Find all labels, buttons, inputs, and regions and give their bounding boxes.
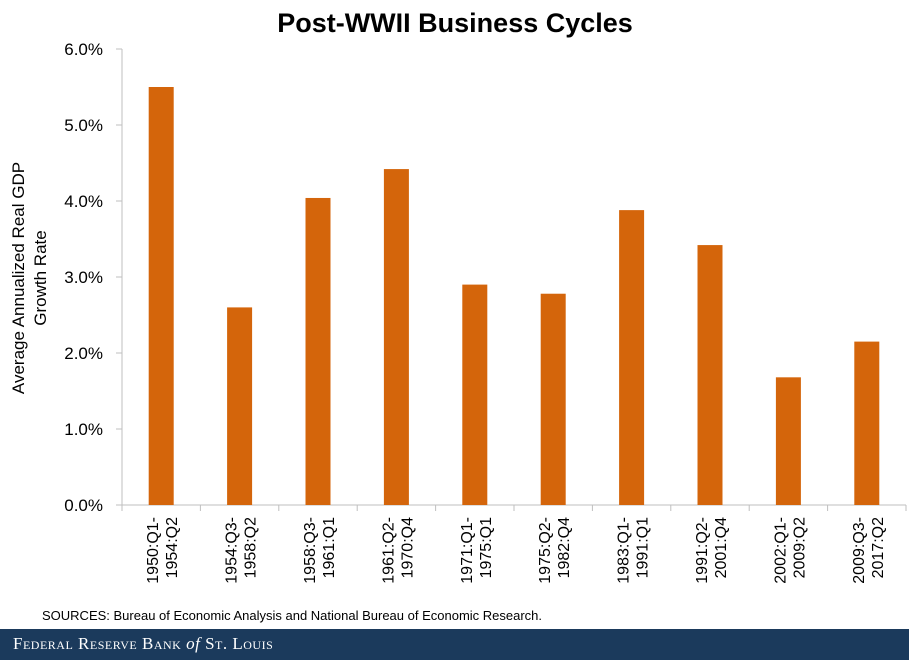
x-tick-label-line2: 2001:Q4 (713, 517, 730, 578)
x-tick-label-line1: 2002:Q1- (772, 517, 789, 584)
x-tick-label: 1950:Q1- 1954:Q2 (145, 517, 181, 584)
bar (383, 169, 409, 505)
bar (148, 87, 174, 505)
x-tick-labels: 1950:Q1- 1954:Q2 1954:Q3- 1958:Q2 1958:Q3- 19… (145, 517, 887, 584)
x-tick-label-line1: 1991:Q2- (694, 517, 711, 584)
chart-title: Post-WWII Business Cycles (277, 8, 633, 38)
x-tick-label: 1961:Q2- 1970:Q4 (380, 517, 416, 584)
x-tick-label-line2: 1970:Q4 (399, 517, 416, 578)
x-tick-label-line1: 1961:Q2- (380, 517, 397, 584)
y-axis-label-line2: Growth Rate (31, 230, 50, 325)
y-axis-label: Average Annualized Real GDP Growth Rate (9, 162, 50, 394)
x-tick-label-line1: 1971:Q1- (459, 517, 476, 584)
x-tick-label: 1983:Q1- 1991:Q1 (616, 517, 652, 584)
footer-text-2: of (186, 634, 201, 653)
bar (540, 293, 566, 505)
x-tick-label: 2009:Q3- 2017:Q2 (851, 517, 887, 584)
bar (462, 284, 488, 505)
x-tick-label-line2: 1982:Q4 (556, 517, 573, 578)
y-tick-label: 1.0% (64, 420, 103, 439)
x-tick-label-line1: 2009:Q3- (851, 517, 868, 584)
source-note: SOURCES: Bureau of Economic Analysis and… (42, 608, 543, 623)
y-tick-label: 6.0% (64, 40, 103, 59)
footer-logo-text: Federal Reserve Bank of St. Louis (13, 634, 273, 654)
bar (227, 307, 253, 505)
x-tick-label: 2002:Q1- 2009:Q2 (772, 517, 808, 584)
footer-text-1: Federal Reserve Bank (13, 634, 187, 653)
bar (619, 210, 645, 505)
x-tick-label-line2: 1954:Q2 (164, 517, 181, 578)
x-tick-label-line1: 1950:Q1- (145, 517, 162, 584)
x-tick-label-line2: 2009:Q2 (791, 517, 808, 578)
bar (775, 377, 801, 505)
y-axis-label-line1: Average Annualized Real GDP (9, 162, 28, 394)
bar (305, 197, 331, 505)
bar (854, 341, 880, 505)
bar (697, 245, 723, 505)
y-tick-label: 4.0% (64, 192, 103, 211)
x-tick-label-line2: 1975:Q1 (478, 517, 495, 578)
x-tick-label-line1: 1958:Q3- (302, 517, 319, 584)
axes: 0.0% 1.0% 2.0% 3.0% 4.0% 5.0% 6.0% (64, 40, 907, 515)
x-tick-label-line1: 1975:Q2- (537, 517, 554, 584)
x-tick-label-line1: 1954:Q3- (224, 517, 241, 584)
x-tick-label: 1991:Q2- 2001:Q4 (694, 517, 730, 584)
bar-chart: Post-WWII Business Cycles Average Annual… (9, 8, 907, 584)
x-tick-label: 1971:Q1- 1975:Q1 (459, 517, 495, 584)
y-tick-label: 3.0% (64, 268, 103, 287)
x-tick-label-line1: 1983:Q1- (616, 517, 633, 584)
x-tick-label-line2: 1961:Q1 (321, 517, 338, 578)
footer-text-3: St. Louis (200, 634, 274, 653)
footer-bar: Federal Reserve Bank of St. Louis (0, 629, 909, 660)
x-tick-label-line2: 2017:Q2 (870, 517, 887, 578)
x-tick-label-line2: 1991:Q1 (635, 517, 652, 578)
x-tick-label: 1975:Q2- 1982:Q4 (537, 517, 573, 584)
y-tick-label: 2.0% (64, 344, 103, 363)
bars (148, 87, 880, 505)
x-tick-label: 1954:Q3- 1958:Q2 (224, 517, 260, 584)
x-tick-label: 1958:Q3- 1961:Q1 (302, 517, 338, 584)
y-tick-label: 5.0% (64, 116, 103, 135)
y-tick-label: 0.0% (64, 496, 103, 515)
x-tick-label-line2: 1958:Q2 (243, 517, 260, 578)
